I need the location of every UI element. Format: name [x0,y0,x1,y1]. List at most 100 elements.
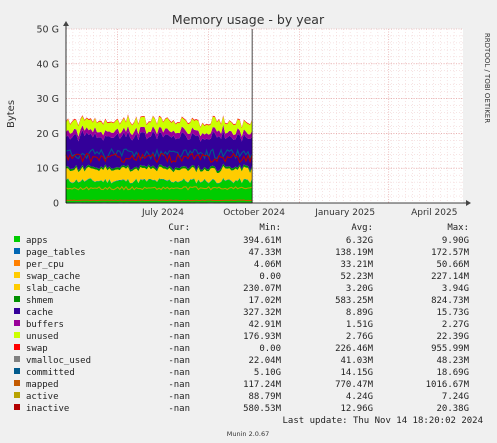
legend-avg: 12.96G [340,404,373,414]
legend-avg: 6.32G [346,236,373,246]
legend-header-min: Min: [259,223,281,233]
legend-swatch [14,284,20,290]
legend-name: shmem [26,296,53,306]
legend-name: mapped [26,380,59,390]
legend-cur: -nan [168,380,190,390]
legend-swatch [14,272,20,278]
legend-avg: 138.19M [335,248,374,258]
area-page-tables [66,177,253,184]
legend-cur: -nan [168,404,190,414]
legend-cur: -nan [168,272,190,282]
area-apps [66,178,253,203]
y-tick-label: 50 G [37,25,59,36]
legend-max: 955.99M [431,344,470,354]
legend: Cur: Min: Avg: Max: apps -nan 394.61M 6.32G… [14,223,470,414]
legend-name: vmalloc_used [26,356,91,366]
legend-avg: 770.47M [335,380,374,390]
legend-min: 580.53M [243,404,282,414]
legend-cur: -nan [168,356,190,366]
legend-cur: -nan [168,308,190,318]
legend-swatch [14,404,20,410]
legend-max: 1016.67M [426,380,470,390]
legend-max: 227.14M [431,272,470,282]
legend-max: 7.24G [442,392,469,402]
legend-avg: 583.25M [335,296,374,306]
legend-avg: 41.03M [340,356,373,366]
legend-min: 117.24M [243,380,282,390]
munin-footer: Munin 2.0.67 [227,430,270,438]
legend-max: 48.23M [436,356,469,366]
area-shmem [66,163,253,173]
area-slab-cache [66,165,253,184]
legend-avg: 33.21M [340,260,373,270]
legend-max: 50.66M [436,260,469,270]
legend-min: 230.07M [243,284,282,294]
legend-name: committed [26,368,75,378]
legend-avg: 226.46M [335,344,374,354]
legend-min: 5.10G [254,368,281,378]
legend-header-cur: Cur: [168,223,190,233]
legend-max: 15.73G [436,308,469,318]
line-mapped [65,199,253,202]
x-tick-label: July 2024 [141,208,184,218]
legend-avg: 14.15G [340,368,373,378]
legend-swatch [14,368,20,374]
legend-swatch [14,332,20,338]
legend-header-avg: Avg: [351,223,373,233]
legend-swatch [14,380,20,386]
legend-name: buffers [26,320,64,330]
legend-swatch [14,344,20,350]
legend-swatch [14,320,20,326]
legend-swatch [14,260,20,266]
legend-cur: -nan [168,260,190,270]
legend-min: 394.61M [243,236,282,246]
stacked-areas [65,114,253,204]
legend-min: 22.04M [248,356,281,366]
legend-cur: -nan [168,368,190,378]
legend-max: 2.27G [442,320,469,330]
legend-avg: 4.24G [346,392,373,402]
line-active [65,185,253,191]
x-tick-label: April 2025 [411,208,457,218]
y-axis-arrow [63,21,69,26]
area-unused [66,115,253,137]
legend-name: cache [26,308,53,318]
y-axis-label: Bytes [6,100,17,128]
legend-avg: 8.89G [346,308,373,318]
last-update: Last update: Thu Nov 14 18:20:02 2024 [283,416,483,426]
legend-cur: -nan [168,296,190,306]
chart-title: Memory usage - by year [172,12,325,27]
legend-swatch [14,392,20,398]
legend-name: page_tables [26,248,86,258]
legend-name: active [26,392,59,402]
legend-min: 17.02M [248,296,281,306]
legend-min: 4.06M [254,260,282,270]
legend-max: 3.94G [442,284,469,294]
legend-cur: -nan [168,392,190,402]
line-inactive [65,152,253,164]
legend-avg: 52.23M [340,272,373,282]
legend-swatch [14,356,20,362]
legend-cur: -nan [168,284,190,294]
legend-swatch [14,296,20,302]
area-buffers [66,124,253,142]
legend-min: 47.33M [248,248,281,258]
legend-min: 0.00 [259,344,281,354]
legend-min: 42.91M [248,320,281,330]
legend-name: unused [26,332,59,342]
legend-name: swap_cache [26,272,80,282]
y-tick-label: 30 G [37,94,59,105]
y-tick-labels: 0 10 G 20 G 30 G 40 G 50 G [37,25,59,210]
legend-max: 9.90G [442,236,469,246]
legend-cur: -nan [168,248,190,258]
x-axis-arrow [466,200,471,206]
x-tick-labels: July 2024 October 2024 January 2025 April 2… [141,208,457,218]
legend-max: 18.69G [436,368,469,378]
y-tick-label: 40 G [37,59,59,70]
legend-name: slab_cache [26,284,80,294]
area-cache [66,130,253,171]
legend-swatch [14,308,20,314]
legend-swatch [14,236,20,242]
